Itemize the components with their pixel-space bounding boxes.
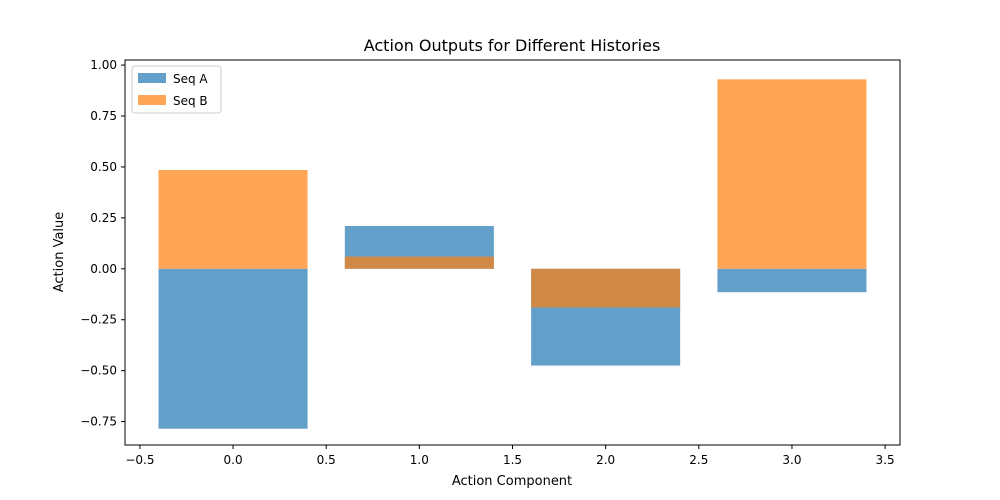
x-axis-label: Action Component (452, 474, 572, 489)
x-tick-label: 1.0 (410, 453, 429, 467)
y-tick-label: 0.25 (90, 211, 117, 225)
x-axis-ticks: −0.5 0.0 0.5 1.0 1.5 2.0 2.5 3.0 3.5 (125, 445, 895, 467)
y-axis-label: Action Value (52, 212, 67, 293)
legend-swatch-seq-a (138, 73, 166, 83)
legend-label-seq-a: Seq A (173, 72, 208, 86)
x-tick-label: 0.5 (317, 453, 336, 467)
x-tick-label: 2.5 (689, 453, 708, 467)
y-tick-label: −0.50 (80, 364, 117, 378)
legend-label-seq-b: Seq B (173, 94, 208, 108)
bar-seq-a-3 (717, 268, 867, 293)
bar-seq-a-0 (158, 268, 308, 429)
x-tick-label: 3.0 (782, 453, 801, 467)
x-tick-label: 3.5 (876, 453, 895, 467)
y-tick-label: −0.25 (80, 313, 117, 327)
bar-seq-b-3 (717, 79, 867, 269)
y-tick-label: −0.75 (80, 415, 117, 429)
x-tick-label: 2.0 (596, 453, 615, 467)
y-tick-label: 1.00 (90, 58, 117, 72)
bar-seq-b-0 (158, 170, 308, 269)
y-axis-ticks: −0.75 −0.50 −0.25 0.00 0.25 0.50 0.75 1.00 (80, 58, 125, 429)
x-tick-label: 0.0 (224, 453, 243, 467)
x-tick-label: 1.5 (503, 453, 522, 467)
plot-area (158, 79, 867, 429)
chart-title: Action Outputs for Different Histories (364, 36, 661, 55)
y-tick-label: 0.50 (90, 160, 117, 174)
x-tick-label: −0.5 (125, 453, 154, 467)
y-tick-label: 0.75 (90, 109, 117, 123)
bar-seq-b-1 (344, 256, 494, 269)
bar-seq-b-2 (531, 268, 681, 308)
legend: Seq A Seq B (131, 65, 222, 114)
legend-swatch-seq-b (138, 95, 166, 105)
y-tick-label: 0.00 (90, 262, 117, 276)
